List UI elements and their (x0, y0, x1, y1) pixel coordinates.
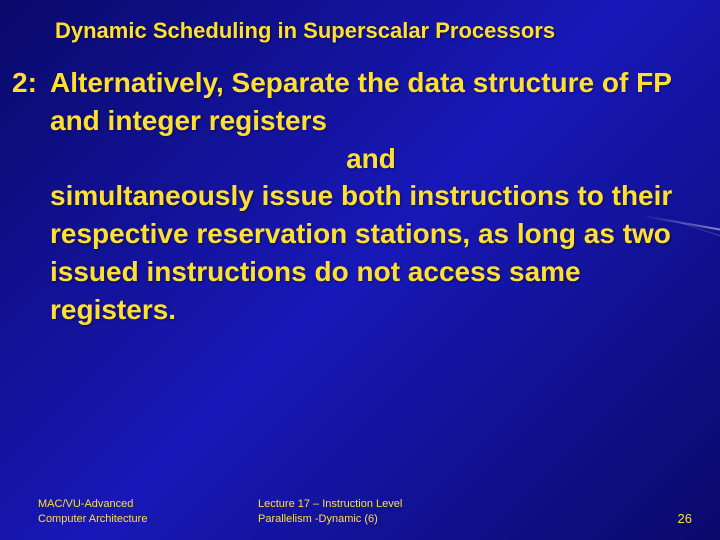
footer-center: Lecture 17 – Instruction Level Paralleli… (238, 497, 558, 526)
slide-title: Dynamic Scheduling in Superscalar Proces… (0, 0, 720, 52)
slide-body: 2: Alternatively, Separate the data stru… (0, 52, 720, 329)
footer-left-line2: Computer Architecture (38, 512, 238, 526)
page-number: 26 (678, 511, 700, 526)
item-text: Alternatively, Separate the data structu… (50, 64, 692, 329)
slide: Dynamic Scheduling in Superscalar Proces… (0, 0, 720, 540)
body-line-2: simultaneously issue both instructions t… (50, 177, 692, 328)
item-number: 2: (12, 64, 42, 102)
body-line-1: Alternatively, Separate the data structu… (50, 64, 692, 140)
footer-center-line1: Lecture 17 – Instruction Level (258, 497, 558, 511)
footer-center-line2: Parallelism -Dynamic (6) (258, 512, 558, 526)
footer-left-line1: MAC/VU-Advanced (38, 497, 238, 511)
footer-left: MAC/VU-Advanced Computer Architecture (38, 497, 238, 526)
bullet-item: 2: Alternatively, Separate the data stru… (12, 64, 692, 329)
body-center-word: and (50, 140, 692, 178)
slide-footer: MAC/VU-Advanced Computer Architecture Le… (0, 497, 720, 526)
